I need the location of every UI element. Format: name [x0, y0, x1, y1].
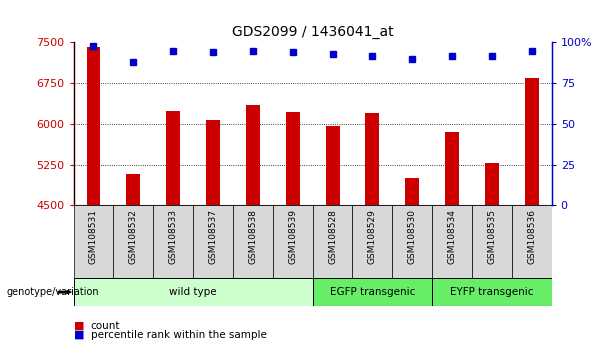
Text: GSM108528: GSM108528: [328, 209, 337, 264]
Text: GSM108530: GSM108530: [408, 209, 417, 264]
Bar: [113, 205, 153, 278]
Bar: [273, 205, 313, 278]
Bar: [246, 105, 260, 205]
Bar: [472, 205, 512, 278]
Text: percentile rank within the sample: percentile rank within the sample: [91, 330, 267, 339]
Bar: [313, 278, 432, 306]
Title: GDS2099 / 1436041_at: GDS2099 / 1436041_at: [232, 25, 394, 39]
Bar: [512, 205, 552, 278]
Text: wild type: wild type: [169, 287, 217, 297]
Text: GSM108533: GSM108533: [169, 209, 178, 264]
Text: GSM108538: GSM108538: [248, 209, 257, 264]
Bar: [313, 205, 352, 278]
Text: ■: ■: [74, 321, 84, 331]
Bar: [432, 278, 552, 306]
Bar: [86, 47, 101, 205]
Text: genotype/variation: genotype/variation: [6, 287, 99, 297]
Bar: [365, 113, 379, 205]
Bar: [445, 132, 459, 205]
Bar: [432, 205, 472, 278]
Bar: [74, 205, 113, 278]
Text: GSM108539: GSM108539: [288, 209, 297, 264]
Text: GSM108534: GSM108534: [447, 209, 457, 264]
Text: GSM108537: GSM108537: [208, 209, 218, 264]
Bar: [166, 112, 180, 205]
Bar: [206, 120, 220, 205]
Bar: [193, 205, 233, 278]
Bar: [233, 205, 273, 278]
Bar: [352, 205, 392, 278]
Bar: [405, 178, 419, 205]
Text: ■: ■: [74, 330, 84, 339]
Bar: [326, 126, 340, 205]
Text: GSM108532: GSM108532: [129, 209, 138, 264]
Text: EYFP transgenic: EYFP transgenic: [450, 287, 534, 297]
Text: GSM108536: GSM108536: [527, 209, 536, 264]
Bar: [392, 205, 432, 278]
Bar: [286, 112, 300, 205]
Bar: [525, 78, 539, 205]
Text: GSM108529: GSM108529: [368, 209, 377, 264]
Bar: [74, 278, 313, 306]
Text: count: count: [91, 321, 120, 331]
Text: EGFP transgenic: EGFP transgenic: [330, 287, 415, 297]
Bar: [126, 175, 140, 205]
Bar: [485, 163, 499, 205]
Text: GSM108531: GSM108531: [89, 209, 98, 264]
Bar: [153, 205, 193, 278]
Text: GSM108535: GSM108535: [487, 209, 497, 264]
